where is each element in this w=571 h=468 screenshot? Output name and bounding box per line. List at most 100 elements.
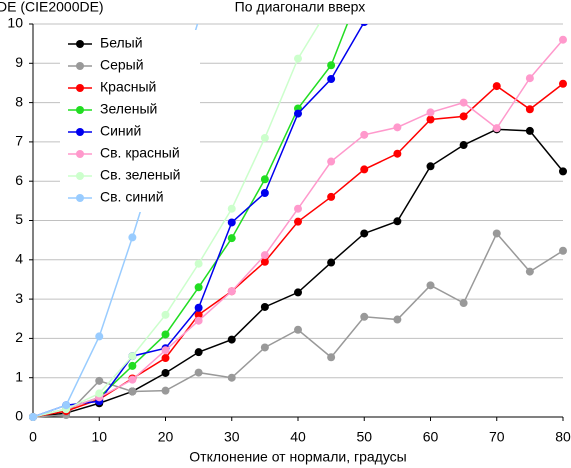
x-tick-label: 10 [91, 429, 107, 445]
data-point [260, 133, 269, 142]
legend: Белый Серый Красный Зеленый Синий Св. красный… [60, 30, 200, 212]
data-point [327, 258, 336, 267]
data-point [227, 287, 236, 296]
data-point [360, 312, 369, 321]
data-point [525, 74, 534, 83]
data-point [492, 82, 501, 91]
y-tick-label: 2 [15, 329, 23, 345]
y-tick-label: 9 [15, 54, 23, 70]
data-point [393, 123, 402, 132]
x-tick-label: 30 [224, 429, 240, 445]
legend-marker [76, 128, 84, 136]
y-tick-label: 10 [7, 15, 23, 31]
legend-marker [76, 62, 84, 70]
data-point [161, 346, 170, 355]
legend-box [60, 30, 200, 212]
data-point [260, 302, 269, 311]
data-point [459, 112, 468, 121]
x-tick-label: 60 [423, 429, 439, 445]
legend-label: Св. зеленый [100, 167, 180, 183]
data-point [128, 352, 137, 361]
data-point [194, 368, 203, 377]
legend-label: Зеленый [100, 101, 157, 117]
data-point [194, 310, 203, 319]
y-tick-label: 6 [15, 172, 23, 188]
series-line [32, 24, 321, 418]
y-tick-label: 3 [15, 290, 23, 306]
data-point [393, 149, 402, 158]
y-tick-label: 8 [15, 93, 23, 109]
data-point [95, 332, 104, 341]
data-point [29, 413, 37, 421]
data-point [327, 192, 336, 201]
data-point [260, 251, 269, 260]
legend-label: Св. красный [100, 145, 180, 161]
data-point [327, 61, 336, 70]
legend-marker [76, 106, 84, 114]
data-point [360, 24, 368, 27]
data-point [426, 281, 435, 290]
data-point [492, 124, 501, 133]
data-point [294, 109, 302, 118]
data-point [525, 105, 534, 114]
legend-label: Белый [100, 35, 143, 51]
data-point [260, 175, 269, 184]
legend-marker [76, 172, 84, 180]
data-point [426, 162, 435, 171]
data-point [161, 330, 170, 339]
data-point [393, 315, 402, 324]
legend-label: Синий [100, 123, 141, 139]
data-point [128, 233, 137, 242]
data-point [360, 130, 369, 139]
data-point [161, 310, 170, 319]
data-point [161, 354, 170, 363]
data-point [95, 389, 104, 398]
y-axis-label: DE (CIE2000DE) [0, 0, 104, 15]
data-point [197, 24, 200, 25]
data-point [327, 353, 336, 362]
data-point [294, 204, 302, 213]
data-point [128, 375, 137, 384]
x-tick-label: 50 [356, 429, 372, 445]
data-point [492, 229, 501, 238]
data-point [559, 246, 567, 255]
legend-marker [76, 40, 84, 48]
data-point [327, 157, 336, 166]
data-point [161, 386, 170, 395]
data-point [194, 283, 203, 292]
data-point [227, 335, 236, 344]
x-tick-label: 40 [290, 429, 306, 445]
data-point [327, 75, 336, 84]
y-tick-label: 5 [15, 211, 23, 227]
data-point [426, 115, 435, 124]
data-point [194, 303, 203, 312]
data-point [194, 316, 203, 325]
data-point [294, 325, 302, 334]
x-tick-label: 20 [158, 429, 174, 445]
y-tick-label: 0 [15, 408, 23, 424]
data-point [559, 167, 567, 176]
x-tick-label: 0 [29, 429, 37, 445]
data-point [459, 98, 468, 107]
chart-title: По диагонали вверх [235, 0, 366, 15]
legend-marker [76, 150, 84, 158]
data-point [227, 218, 236, 227]
legend-label: Св. синий [100, 189, 164, 205]
data-point [95, 376, 104, 385]
x-tick-label: 70 [489, 429, 505, 445]
y-tick-label: 4 [15, 251, 23, 267]
data-point [260, 343, 269, 352]
data-point [227, 204, 236, 213]
data-point [62, 401, 71, 410]
y-tick-label: 7 [15, 133, 23, 149]
data-point [360, 165, 369, 174]
data-point [559, 79, 567, 88]
x-axis-label: Отклонение от нормали, градусы [189, 449, 406, 465]
data-point [459, 141, 468, 150]
data-point [128, 361, 137, 370]
data-point [294, 54, 302, 63]
plot-area [29, 24, 567, 421]
data-point [194, 259, 203, 268]
data-point [161, 368, 170, 377]
